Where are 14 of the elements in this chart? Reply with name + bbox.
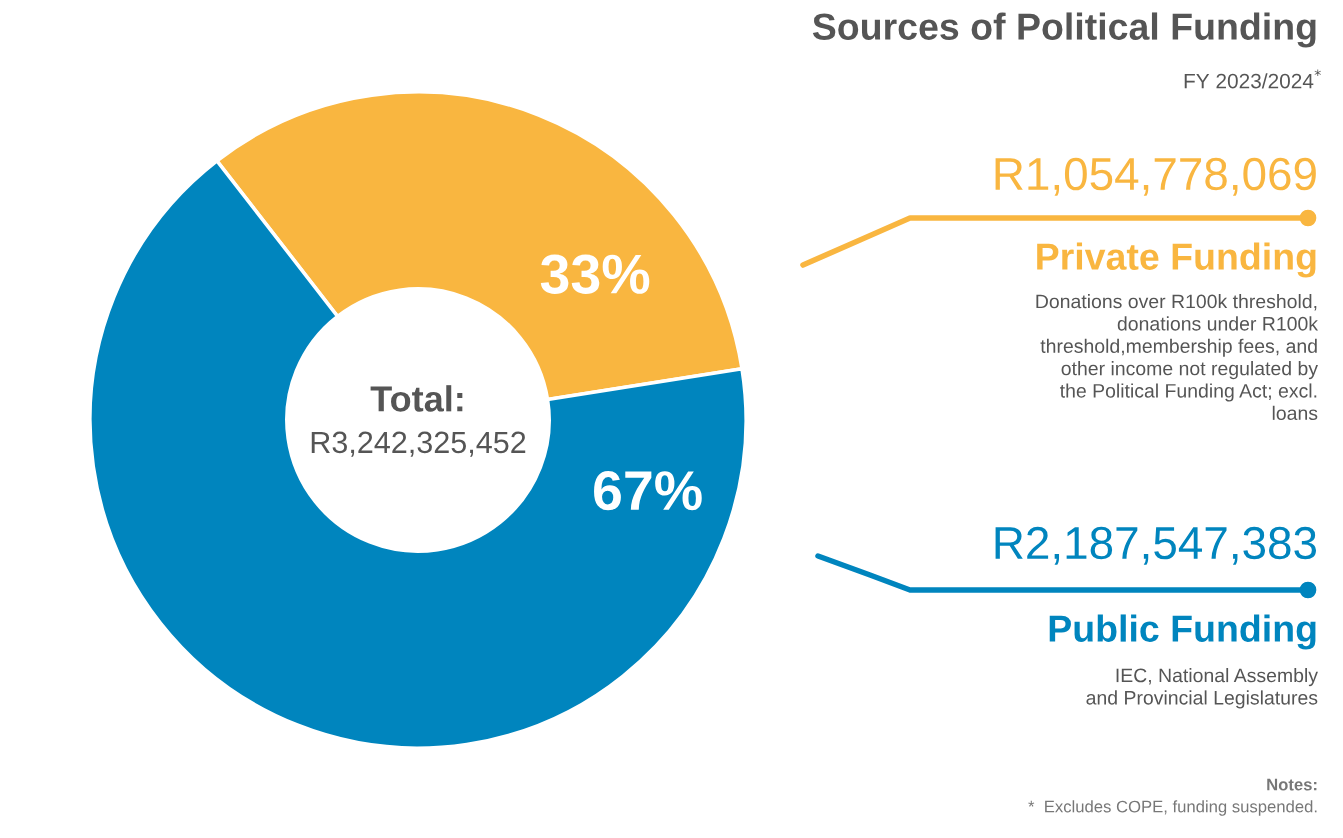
text: Notes: bbox=[1267, 778, 1317, 791]
data-label: 67% bbox=[594, 471, 702, 511]
text: Total: bbox=[370, 385, 463, 412]
legend-label: Private Funding bbox=[1037, 242, 1316, 278]
text: * Excludes COPE, funding suspended. bbox=[1028, 800, 1317, 816]
chart-title: Sources of Political Funding bbox=[812, 12, 1316, 48]
text: R3,242,325,452 bbox=[311, 431, 526, 457]
text: Donations over R100k threshold, donations under R100k threshold,membership fees, and other income not regulated by the Political Funding Act; excl. loans bbox=[1036, 294, 1319, 421]
text: R2,187,547,383 bbox=[995, 526, 1317, 565]
legend-label: Public Funding bbox=[1049, 614, 1316, 650]
chart-subtitle: FY 2023/2024$^{*}$ bbox=[1184, 69, 1321, 89]
data-label: 33% bbox=[540, 254, 650, 294]
text: R1,054,778,069 bbox=[995, 157, 1316, 196]
text: IEC, National Assembly and Provincial Legislatures bbox=[1086, 668, 1318, 709]
